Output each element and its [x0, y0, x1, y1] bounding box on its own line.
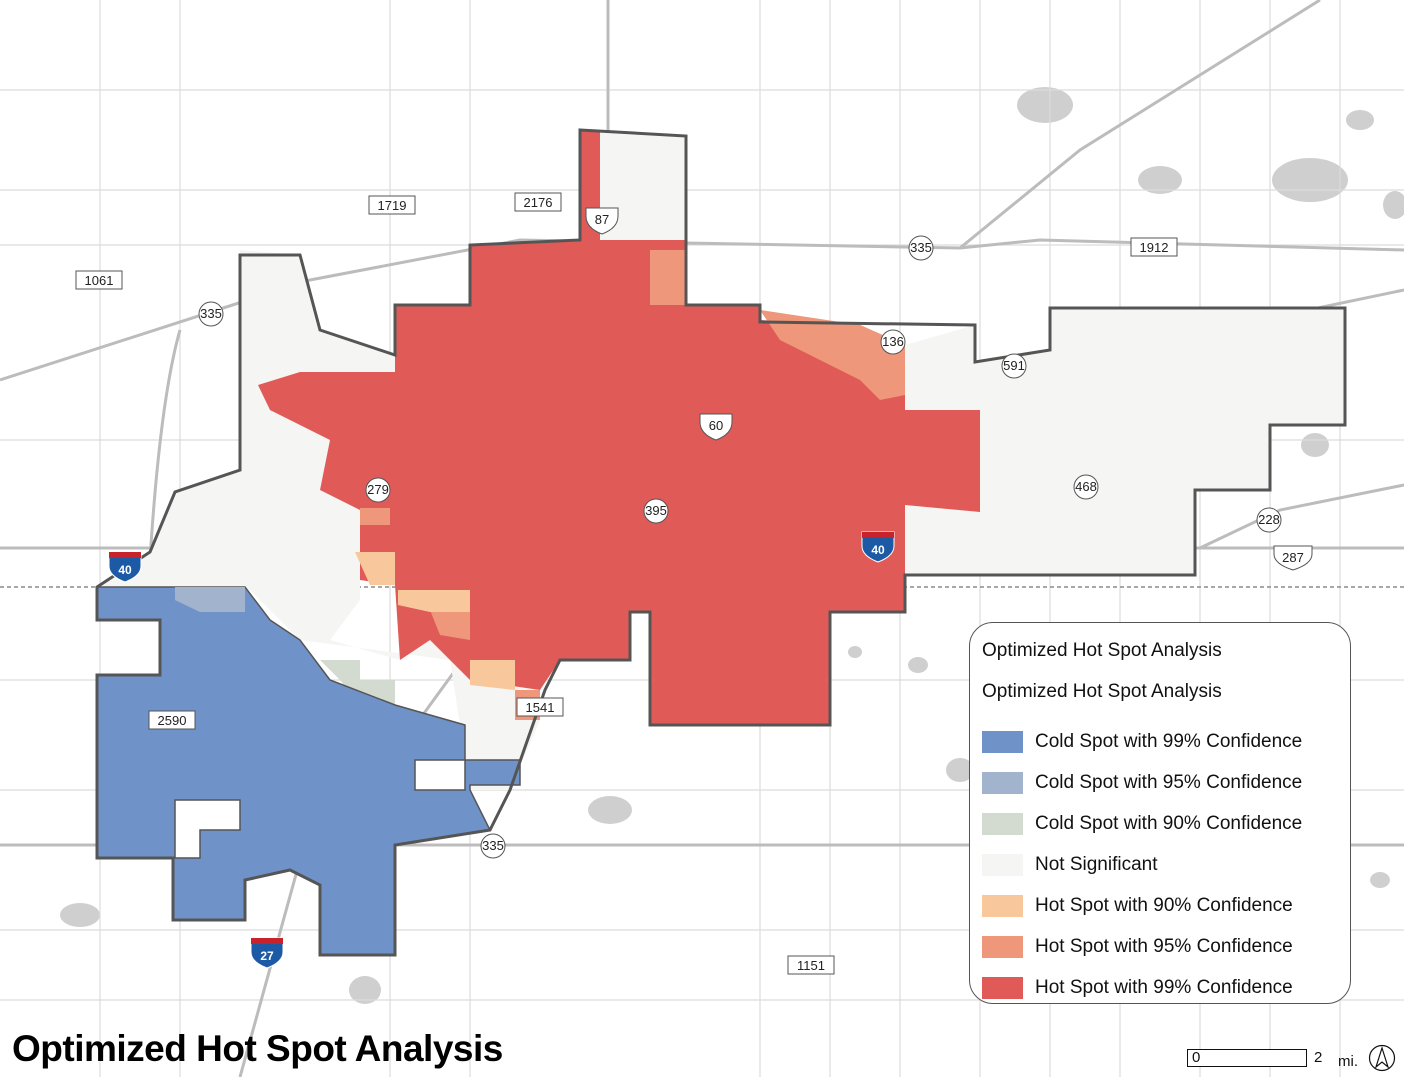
legend-item: Hot Spot with 99% Confidence [982, 967, 1338, 1008]
svg-text:591: 591 [1003, 358, 1025, 373]
legend-item-label: Hot Spot with 90% Confidence [1035, 894, 1293, 916]
road-label-fm-1151: 1151 [787, 955, 835, 975]
legend-swatch [982, 730, 1023, 753]
road-label-fm-2176: 2176 [514, 192, 562, 212]
svg-text:335: 335 [482, 838, 504, 853]
svg-text:1912: 1912 [1140, 240, 1169, 255]
svg-text:136: 136 [882, 334, 904, 349]
legend-item: Cold Spot with 90% Confidence [982, 803, 1338, 844]
legend-swatch [982, 853, 1023, 876]
svg-text:335: 335 [200, 306, 222, 321]
road-label-fm-1061: 1061 [75, 270, 123, 290]
road-label-sh-279: 279 [365, 477, 391, 503]
scale-bar-end-label: 2 [1314, 1049, 1323, 1066]
svg-text:27: 27 [260, 949, 274, 963]
legend-swatch [982, 976, 1023, 999]
legend-item-label: Cold Spot with 99% Confidence [1035, 730, 1303, 752]
svg-text:228: 228 [1258, 512, 1280, 527]
svg-text:279: 279 [367, 482, 389, 497]
north-arrow-icon [1368, 1044, 1396, 1072]
legend-item: Cold Spot with 95% Confidence [982, 762, 1338, 803]
legend-swatch [982, 935, 1023, 958]
legend-swatch [982, 812, 1023, 835]
road-label-fm-1541: 1541 [516, 697, 564, 717]
legend-item: Hot Spot with 90% Confidence [982, 885, 1338, 926]
svg-text:1061: 1061 [85, 273, 114, 288]
legend-item-label: Cold Spot with 90% Confidence [1035, 812, 1303, 834]
legend-item-label: Not Significant [1035, 853, 1158, 875]
scale-bar [1187, 1049, 1307, 1067]
svg-text:1719: 1719 [378, 198, 407, 213]
svg-text:335: 335 [910, 240, 932, 255]
map-title: Optimized Hot Spot Analysis [12, 1028, 503, 1069]
road-label-loop-335-s: 335 [480, 833, 506, 859]
road-label-us-60: 60 [699, 413, 733, 441]
road-label-loop-335-ne: 335 [908, 235, 934, 261]
water-bodies [60, 87, 1404, 1004]
svg-text:395: 395 [645, 503, 667, 518]
svg-text:60: 60 [709, 418, 723, 433]
legend-item: Not Significant [982, 844, 1338, 885]
legend-item-label: Cold Spot with 95% Confidence [1035, 771, 1303, 793]
road-label-sh-591: 591 [1001, 353, 1027, 379]
road-label-fm-1912: 1912 [1130, 237, 1178, 257]
road-label-i27: 27 [250, 937, 284, 969]
map-legend: Optimized Hot Spot Analysis Optimized Ho… [969, 622, 1351, 1004]
svg-text:1541: 1541 [526, 700, 555, 715]
road-label-fm-1719: 1719 [368, 195, 416, 215]
road-label-us-87: 87 [585, 207, 619, 235]
legend-heading-1: Optimized Hot Spot Analysis [982, 640, 1222, 661]
cold-spot-90-area [320, 660, 395, 705]
legend-item: Cold Spot with 99% Confidence [982, 721, 1338, 762]
scale-bar-unit-label: mi. [1338, 1053, 1358, 1070]
scale-bar-start-label: 0 [1192, 1049, 1201, 1066]
svg-text:1151: 1151 [797, 958, 825, 973]
svg-text:40: 40 [118, 563, 132, 577]
hot-spot-99-area [258, 130, 980, 725]
svg-text:468: 468 [1075, 479, 1097, 494]
road-label-loop-335-nw: 335 [198, 301, 224, 327]
svg-text:2590: 2590 [158, 713, 187, 728]
study-holes [174, 759, 466, 859]
svg-text:40: 40 [871, 543, 885, 557]
road-label-us-287: 287 [1273, 545, 1313, 571]
road-label-sh-468: 468 [1073, 474, 1099, 500]
legend-swatch [982, 894, 1023, 917]
legend-item-label: Hot Spot with 95% Confidence [1035, 935, 1293, 957]
legend-swatch [982, 771, 1023, 794]
road-label-sh-136: 136 [880, 329, 906, 355]
road-label-i40-east: 40 [861, 531, 895, 563]
svg-text:287: 287 [1282, 550, 1304, 565]
road-label-fm-2590: 2590 [148, 710, 196, 730]
legend-item-label: Hot Spot with 99% Confidence [1035, 976, 1293, 998]
legend-item: Hot Spot with 95% Confidence [982, 926, 1338, 967]
hot-spot-90-area [355, 552, 515, 690]
legend-heading-2: Optimized Hot Spot Analysis [982, 681, 1222, 702]
svg-text:87: 87 [595, 212, 609, 227]
road-label-i40-west: 40 [108, 551, 142, 583]
road-label-sh-228: 228 [1256, 507, 1282, 533]
svg-text:2176: 2176 [524, 195, 553, 210]
road-label-sh-395: 395 [643, 498, 669, 524]
cold-spot-95-area [175, 587, 245, 612]
city-boundary [95, 128, 1347, 957]
